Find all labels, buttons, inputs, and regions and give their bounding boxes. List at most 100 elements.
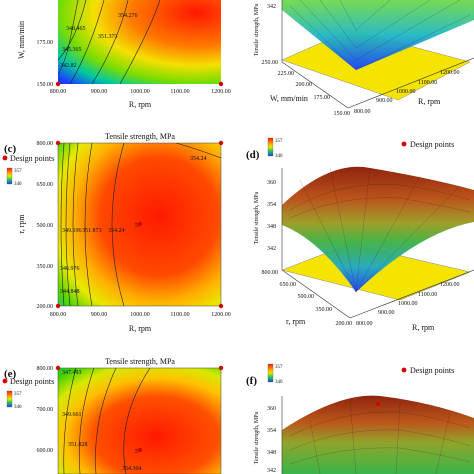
panel-f-colorbar-max: 357 [275,365,283,370]
panel-c-design-point [55,303,61,309]
panel-e-colorbar-min: 340 [14,405,22,410]
panel-e: (e) Tensile strength, MPa Design points … [2,357,224,474]
panel-c-y-label: r, rpm [17,214,26,234]
panel-c-y-tick: 800.00 [37,141,54,147]
panel-d-x-tick: 200.00 [336,321,353,327]
panel-a-contour-label-3: 351.373 [98,34,118,40]
panel-f-letter: (f) [246,375,257,387]
panel-b-x-label: W, mm/min [270,94,308,103]
panel-b-y-label: R, rpm [418,97,441,106]
panel-d-y-tick: 1200.00 [440,282,460,288]
panel-a-plot-area [58,0,221,84]
panel-e-design-point [55,365,61,371]
panel-c-colorbar-min: 340 [14,182,22,187]
panel-e-colorbar [6,390,13,408]
panel-d-x-label: r, rpm [286,317,306,326]
panel-e-plot-area [57,367,222,474]
panel-c-x-tick: 800.00 [50,312,67,318]
panel-d-y-axis [349,269,474,319]
panel-b-z-tick: 342 [267,4,276,10]
panel-a-contour-label-1: 345.365 [62,47,82,53]
panel-e-design-point [218,365,224,371]
panel-c-contour-label-3: 351.873 [82,228,102,234]
panel-e-contour-label-0: 347.493 [62,370,82,376]
panel-c: (c) Tensile strength, MPa Design points … [2,132,231,333]
panel-c-y-tick: 500.00 [37,223,54,229]
panel-c-center-label: 5 [135,223,138,229]
panel-b-x-axis [281,61,349,109]
panel-e-y-tick: 700.00 [37,407,54,413]
panel-a: 342.82 345.365 348.465 351.373 354.276 1… [17,0,231,109]
panel-d-y-tick: 1000.00 [398,301,418,307]
panel-b: 342 Tensile strength, MPa 250.00 225.00 … [254,0,474,117]
panel-c-contour-label-0: 344.848 [60,289,80,295]
panel-c-design-point [55,140,61,146]
panel-d-x-tick: 350.00 [316,307,333,313]
panel-c-y-tick: 650.00 [37,182,54,188]
panel-f-mesh [289,399,471,474]
panel-a-y-tick: 150.00 [37,82,54,88]
panel-b-y-tick: 1100.00 [418,80,437,86]
panel-a-contour-label-0: 342.82 [60,63,77,69]
panel-c-contour-label-4: 354.24 [108,228,125,234]
panel-d-x-axis [281,269,351,319]
panel-e-contour-label-1: 349.661 [62,412,82,418]
panel-c-legend-label: Design points [10,154,54,163]
panel-c-x-tick: 900.00 [91,312,108,318]
panel-c-colorbar-max: 357 [14,169,22,174]
legend-marker [2,378,8,384]
panel-c-colorbar [6,167,13,185]
panel-d-mesh [289,167,471,293]
panel-f-z-tick: 354 [267,428,276,434]
panel-a-contour-label-4: 354.276 [118,13,138,19]
panel-b-y-axis [347,57,474,109]
panel-b-x-tick: 175.00 [314,95,331,101]
panel-f-colorbar-min: 340 [275,380,283,385]
legend-marker [401,367,407,373]
panel-d-z-tick: 354 [267,202,276,208]
panel-f-center-point [376,402,380,406]
panel-e-contour-label-2: 351.828 [68,442,88,448]
panel-b-x-tick: 150.00 [334,111,351,117]
panel-d-colorbar-max: 357 [275,139,283,144]
panel-f: (f) 357 340 Design points 360 354 348 34… [246,363,474,474]
panel-a-x-tick: 1100.00 [170,89,189,95]
legend-marker [2,155,8,161]
panel-a-y-label: W, mm/min [17,21,26,59]
panel-f-legend-label: Design points [410,366,454,375]
panel-c-x-label: R, rpm [129,324,152,333]
panel-c-contour-label-1: 346.976 [60,266,80,272]
panel-a-x-tick: 1000.00 [130,89,150,95]
panel-b-x-tick: 200.00 [296,82,313,88]
panel-e-y-tick: 800.00 [37,366,54,372]
panel-c-y-tick: 200.00 [37,304,54,310]
panel-e-center-point [137,447,143,453]
panel-b-x-tick: 250.00 [262,60,279,66]
panel-d-z-tick: 348 [267,224,276,230]
panel-d-z-label: Tensile strength, MPa [254,191,260,244]
panel-c-x-tick: 1100.00 [170,312,189,318]
panel-e-title: Tensile strength, MPa [105,357,175,366]
panel-d-x-tick: 500.00 [298,294,315,300]
panel-d-z-tick: 342 [267,246,276,252]
legend-marker [401,141,407,147]
panel-b-y-tick: 1200.00 [440,70,460,76]
panel-b-y-tick: 800.00 [354,109,371,115]
panel-c-x-tick: 1200.00 [211,312,231,318]
panel-f-z-label: Tensile strength, MPa [254,411,260,464]
panel-d-legend-label: Design points [410,140,454,149]
panel-a-x-label: R, rpm [129,100,152,109]
panel-a-x-tick: 800.00 [50,89,67,95]
panel-a-contour-lines [58,0,161,84]
panel-e-y-tick: 600.00 [37,448,54,454]
panel-d-y-tick: 800.00 [356,321,373,327]
panel-e-legend-label: Design points [10,377,54,386]
panel-a-y-tick: 175.00 [37,40,54,46]
panel-e-center-label: 5 [135,449,138,455]
panel-c-contour-lines [60,143,221,306]
panel-a-design-point [55,81,61,87]
panel-f-z-tick: 342 [267,468,276,474]
panel-b-mesh [289,0,471,71]
panel-d-y-tick: 900.00 [378,310,395,316]
